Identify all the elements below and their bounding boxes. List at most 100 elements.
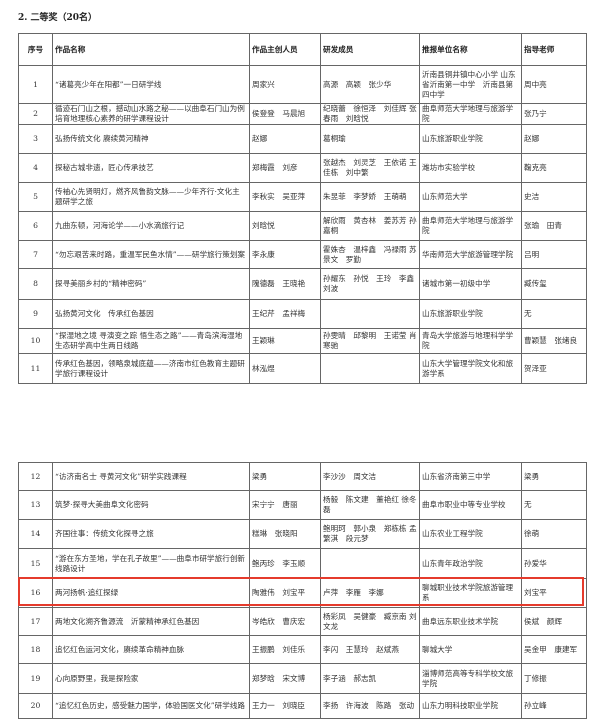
cell-advisor: 臧传玺 (521, 268, 587, 300)
cell-work-name: 筑梦·探寻大美曲阜文化密码 (52, 490, 250, 520)
cell-members: 朱昱菲 李梦娇 王萌萌 (320, 182, 420, 212)
table-row: 9 弘扬黄河文化 传承红色基因 王纪芹 孟祥梅 山东旅游职业学院无 (18, 299, 587, 329)
cell-index: 15 (18, 548, 53, 579)
cell-work-name: 追忆红色运河文化，赓续革命精神血脉 (52, 635, 250, 664)
cell-members: 李子涵 郝志凯 (320, 663, 420, 694)
cell-creators: 李秋实 吴亚萍 (249, 182, 321, 212)
cell-creators: 王纪芹 孟祥梅 (249, 299, 321, 329)
cell-members: 李闪 王慧玲 赵斌燕 (320, 635, 420, 664)
cell-unit: 山东青年政治学院 (419, 548, 522, 579)
cell-members: 李沙沙 周文洁 (320, 462, 420, 491)
cell-unit: 沂南县铜井镇中心小学 山东省沂南第一中学 沂南县第四中学 (419, 65, 522, 104)
cell-index: 3 (18, 124, 53, 154)
cell-index: 10 (18, 328, 53, 354)
cell-creators: 岑皓欣 曹庆宏 (249, 607, 321, 636)
table-row: 19 心向原野里，我是探险家 郑梦晗 宋文博 李子涵 郝志凯 淄博师范高等专科学校文旅学… (18, 663, 587, 694)
cell-creators: 宋宁宁 唐丽 (249, 490, 321, 520)
header-unit: 推报单位名称 (419, 33, 522, 66)
cell-unit: 青岛大学旅游与地理科学学院 (419, 328, 522, 354)
table-row: 6 九曲东顿，河海论学——小水滴旅行记 刘晗悦 解欣雨 黄杏林 姜苏芳 孙嘉桐 曲阜师范… (18, 211, 587, 241)
cell-index: 12 (18, 462, 53, 491)
header-creators: 作品主创人员 (249, 33, 321, 66)
cell-unit: 山东旅游职业学院 (419, 124, 522, 154)
cell-index: 11 (18, 353, 53, 384)
cell-advisor: 吴金甲 康建军 (521, 635, 587, 664)
awards-table-part-2: 12 “访济南名士 寻黄河文化”研学实践课程 梁勇 李沙沙 周文洁 山东省济南第三中学梁… (18, 462, 587, 719)
cell-index: 2 (18, 103, 53, 125)
cell-index: 5 (18, 182, 53, 212)
cell-index: 6 (18, 211, 53, 241)
cell-unit: 曲阜师范大学地理与旅游学院 (419, 211, 522, 241)
cell-work-name: “勿忘艰苦来时路，重温军民鱼水情”——研学旅行策划案 (52, 240, 250, 269)
cell-work-name: 循迹石门山之根，撼动山水路之秘——以曲阜石门山为例培育地理核心素养的研学课程设计 (52, 103, 250, 125)
table-row: 14 齐国往事：传统文化探寻之旅 糕琳 张晓阳 鲍明珂 郭小泉 郑栋栋 孟繁淇 段元梦… (18, 519, 587, 549)
cell-advisor: 鞠克亮 (521, 153, 587, 183)
cell-work-name: 九曲东顿，河海论学——小水滴旅行记 (52, 211, 250, 241)
cell-advisor: 贺泽亚 (521, 353, 587, 384)
cell-work-name: 传袖心先贤明灯，燃齐风鲁韵文脉——少年齐行·文化主题研学之旅 (52, 182, 250, 212)
cell-members: 张越杰 刘灵芝 王依诺 王佳栋 刘中繁 (320, 153, 420, 183)
cell-advisor: 赵娜 (521, 124, 587, 154)
table-row: 16 两河扬帆·追红探绿 陶雅伟 刘宝平 卢萍 李雁 李娜 聊城职业技术学院旅游管理系刘… (18, 578, 587, 608)
cell-index: 20 (18, 693, 53, 719)
cell-unit: 山东力明科技职业学院 (419, 693, 522, 719)
cell-unit: 淄博师范高等专科学校文旅学院 (419, 663, 522, 694)
cell-members: 葛桐瑜 (320, 124, 420, 154)
cell-unit: 山东农业工程学院 (419, 519, 522, 549)
cell-creators: 李永康 (249, 240, 321, 269)
table-header-row: 序号 作品名称 作品主创人员 研发成员 推报单位名称 指导老师 (18, 33, 587, 66)
cell-advisor: 侯斌 颜辉 (521, 607, 587, 636)
cell-unit: 聊城职业技术学院旅游管理系 (419, 578, 522, 608)
cell-unit: 曲阜师范大学地理与旅游学院 (419, 103, 522, 125)
cell-advisor: 吕明 (521, 240, 587, 269)
cell-index: 17 (18, 607, 53, 636)
cell-creators: 陶雅伟 刘宝平 (249, 578, 321, 608)
section-title: 2. 二等奖（20名） (18, 13, 98, 23)
cell-advisor: 梁勇 (521, 462, 587, 491)
cell-advisor: 张乃宁 (521, 103, 587, 125)
cell-members: 孙雯晴 邱黎明 王诺莹 肖寒驰 (320, 328, 420, 354)
cell-creators: 王振鹏 刘佳乐 (249, 635, 321, 664)
table-row: 17 两地文化溯齐鲁源流 沂蒙精神承红色基因 岑皓欣 曹庆宏 杨彩凤 吴健豪 臧京南 … (18, 607, 587, 636)
cell-creators: 梁勇 (249, 462, 321, 491)
cell-members (320, 353, 420, 384)
cell-index: 4 (18, 153, 53, 183)
cell-work-name: “探湿地之境 寻演变之踪 悟生态之路”——青岛滨海湿地生态研学高中生两日线路 (52, 328, 250, 354)
cell-creators: 王颖琳 (249, 328, 321, 354)
cell-unit: 华南师范大学旅游管理学院 (419, 240, 522, 269)
cell-index: 14 (18, 519, 53, 549)
cell-members: 霍姝杏 温梓鑫 冯禄雨 苏景文 罗勤 (320, 240, 420, 269)
table-row: 3 弘扬传统文化 赓续黄河精神 赵娜 葛桐瑜 山东旅游职业学院 赵娜 (18, 124, 587, 154)
cell-creators: 鲍丙珍 李玉顺 (249, 548, 321, 579)
cell-unit: 山东大学管理学院文化和旅游学系 (419, 353, 522, 384)
cell-creators: 隗德磊 王晓艳 (249, 268, 321, 300)
cell-members (320, 299, 420, 329)
cell-unit: 山东师范大学 (419, 182, 522, 212)
cell-members (320, 548, 420, 579)
table-row: 11 传承红色基因，领略泉城底蕴——济南市红色教育主题研学旅行课程设计 林泓煜 山东大… (18, 353, 587, 384)
cell-work-name: 探秘古城非遗，匠心传承技艺 (52, 153, 250, 183)
header-members: 研发成员 (320, 33, 420, 66)
header-advisor: 指导老师 (521, 33, 587, 66)
cell-advisor: 史洁 (521, 182, 587, 212)
cell-index: 16 (18, 578, 53, 608)
cell-creators: 王力一 刘晓臣 (249, 693, 321, 719)
cell-advisor: 张瑜 田青 (521, 211, 587, 241)
cell-creators: 赵娜 (249, 124, 321, 154)
cell-unit: 山东省济南第三中学 (419, 462, 522, 491)
cell-advisor: 刘宝平 (521, 578, 587, 608)
cell-index: 7 (18, 240, 53, 269)
table-row: 4 探秘古城非遗，匠心传承技艺 郑梅霞 刘彦 张越杰 刘灵芝 王依诺 王佳栋 刘中繁潍… (18, 153, 587, 183)
cell-work-name: “游在东方圣地，学在孔子故里”——曲阜市研学旅行创新线路设计 (52, 548, 250, 579)
cell-work-name: 探寻美丽乡村的“精神密码” (52, 268, 250, 300)
cell-advisor: 周中亮 (521, 65, 587, 104)
table-row: 1 “诸葛亮少年在阳都”一日研学线 周家兴 高源 高颖 张少华 沂南县铜井镇中心小学 山… (18, 65, 587, 104)
table-row: 5 传袖心先贤明灯，燃齐风鲁韵文脉——少年齐行·文化主题研学之旅 李秋实 吴亚萍 朱昱… (18, 182, 587, 212)
cell-unit: 潍坊市实验学校 (419, 153, 522, 183)
cell-advisor: 曹颖慧 张绪良 (521, 328, 587, 354)
table-row: 8 探寻美丽乡村的“精神密码” 隗德磊 王晓艳 孙耀东 孙悦 王玲 李鑫 刘波 诸城市第… (18, 268, 587, 300)
cell-work-name: 弘扬传统文化 赓续黄河精神 (52, 124, 250, 154)
table-row: 18 追忆红色运河文化，赓续革命精神血脉 王振鹏 刘佳乐 李闪 王慧玲 赵斌燕 聊城大学… (18, 635, 587, 664)
cell-index: 1 (18, 65, 53, 104)
cell-advisor: 徐萌 (521, 519, 587, 549)
